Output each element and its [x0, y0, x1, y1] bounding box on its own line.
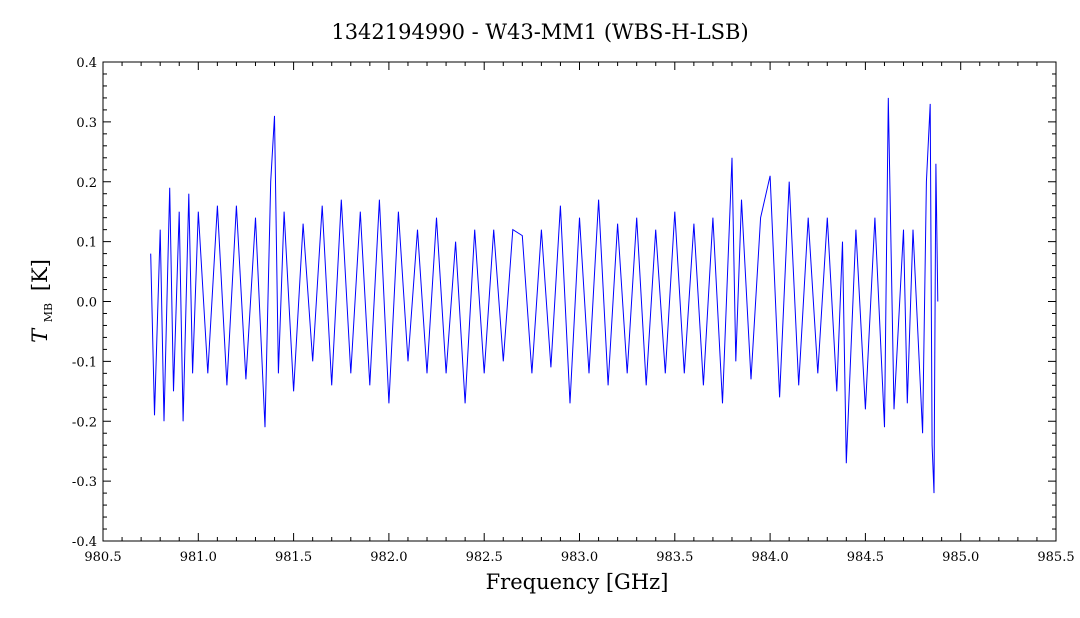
x-tick-label: 982.0: [370, 550, 407, 565]
series-group: [150, 97, 939, 494]
chart-title: 1342194990 - W43-MM1 (WBS-H-LSB): [331, 20, 748, 44]
x-tick-label: 985.5: [1037, 550, 1074, 565]
y-tick-label: 0.0: [76, 296, 97, 311]
x-tick-label: 981.0: [180, 550, 217, 565]
y-tick-label: 0.2: [76, 176, 97, 191]
x-tick-label: 984.0: [751, 550, 788, 565]
y-tick-label: 0.4: [76, 56, 97, 71]
y-axis-subscript: MB: [42, 303, 55, 322]
y-axis-label: T MB [K]: [28, 259, 57, 343]
y-tick-label: 0.1: [76, 236, 97, 251]
y-tick-label: -0.1: [72, 355, 97, 370]
y-tick-label: 0.3: [76, 116, 97, 131]
y-axis-ticks: -0.4 -0.3 -0.2 -0.1 0.0 0.1 0.2 0.3 0.4: [72, 56, 1056, 550]
y-axis-unit: [K]: [28, 259, 52, 291]
x-axis-label: Frequency [GHz]: [486, 570, 669, 594]
spectrum-series-line: [150, 97, 939, 494]
x-tick-label: 980.5: [84, 550, 121, 565]
x-tick-label: 983.0: [561, 550, 598, 565]
plot-area: 980.5 981.0 981.5 982.0 982.5 983.0 983.5 984.0…: [72, 56, 1075, 565]
y-axis-symbol: T: [28, 327, 52, 343]
x-tick-label: 982.5: [466, 550, 503, 565]
y-tick-label: -0.2: [72, 415, 97, 430]
x-tick-label: 981.5: [275, 550, 312, 565]
x-tick-label: 983.5: [656, 550, 693, 565]
x-tick-label: 984.5: [847, 550, 884, 565]
x-axis-ticks: 980.5 981.0 981.5 982.0 982.5 983.0 983.5 984.0…: [84, 62, 1075, 565]
x-tick-label: 985.0: [942, 550, 979, 565]
y-tick-label: -0.3: [72, 475, 97, 490]
y-tick-label: -0.4: [72, 535, 97, 550]
